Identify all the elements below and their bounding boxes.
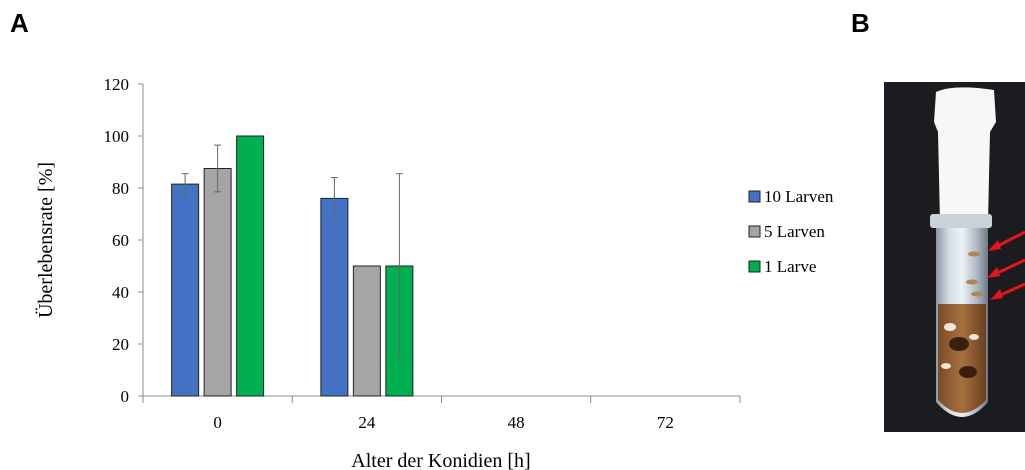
- x-axis-label: Alter der Konidien [h]: [351, 450, 530, 470]
- panel-label-b: B: [851, 8, 870, 38]
- x-tick-label: 24: [358, 413, 376, 432]
- legend-label: 10 Larven: [764, 187, 834, 206]
- x-tick-label: 72: [657, 413, 674, 432]
- x-tick-label: 0: [213, 413, 222, 432]
- bar: [320, 197, 349, 397]
- larvae-tube-photo: [884, 82, 1025, 432]
- legend-label: 1 Larve: [764, 257, 816, 276]
- bar-chart: 0 20 40 60 80 100 120 0 24 48 72 10 Larven 5 Larven…: [34, 75, 834, 470]
- legend-swatch: [748, 225, 761, 238]
- legend-label: 5 Larven: [764, 222, 825, 241]
- x-tick-label: 48: [508, 413, 525, 432]
- chart-legend: 10 Larven 5 Larven 1 Larve: [748, 187, 834, 276]
- bar: [352, 265, 381, 397]
- legend-swatch: [748, 190, 761, 203]
- bar: [171, 183, 200, 397]
- y-tick-label: 120: [104, 75, 130, 94]
- y-tick-label: 0: [121, 387, 130, 406]
- legend-swatch: [748, 260, 761, 273]
- bar: [236, 135, 265, 397]
- y-tick-label: 100: [104, 127, 130, 146]
- y-tick-label: 80: [112, 179, 129, 198]
- y-axis-label: Überlebensrate [%]: [34, 162, 57, 318]
- panel-label-a: A: [10, 8, 29, 38]
- y-tick-label: 40: [112, 283, 129, 302]
- y-tick-label: 20: [112, 335, 129, 354]
- bar: [203, 168, 232, 397]
- y-tick-label: 60: [112, 231, 129, 250]
- chart-bars: [171, 135, 414, 397]
